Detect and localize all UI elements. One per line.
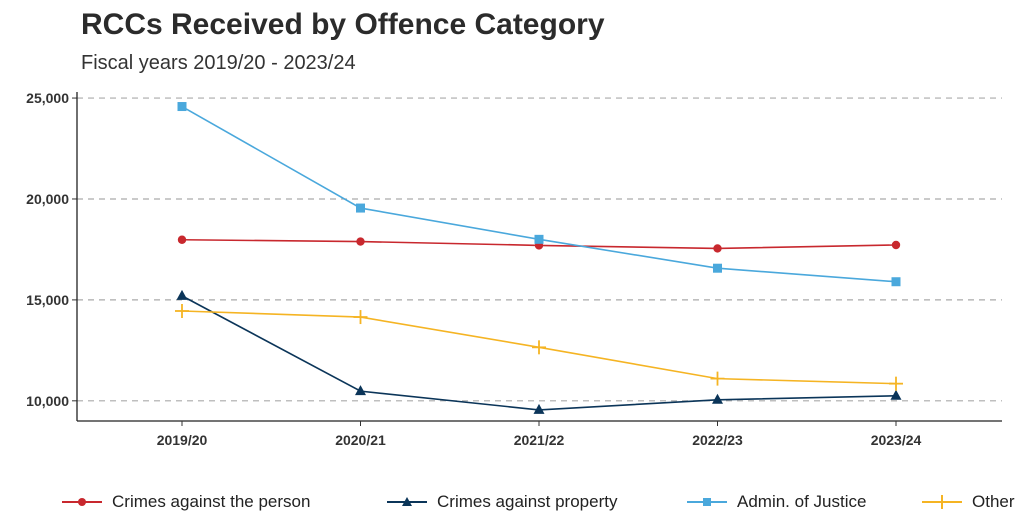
- data-point: [712, 393, 723, 404]
- data-point: [356, 237, 365, 246]
- data-point: [356, 203, 365, 213]
- data-point: [533, 403, 545, 414]
- y-tick-label: 15,000: [26, 292, 69, 308]
- legend-swatch-triangle-icon: [387, 497, 427, 506]
- data-point: [889, 376, 903, 391]
- legend-item-property: Crimes against property: [385, 488, 617, 516]
- legend-swatch-plus-icon: [922, 495, 962, 509]
- data-point: [713, 263, 722, 273]
- y-tick-label: 10,000: [26, 393, 69, 409]
- data-point: [713, 244, 722, 253]
- x-tick-label: 2022/23: [692, 432, 743, 448]
- legend-item-admin-justice: Admin. of Justice: [685, 488, 866, 516]
- legend-label: Admin. of Justice: [737, 492, 867, 511]
- legend-label: Other: [972, 492, 1015, 511]
- data-point: [891, 277, 901, 287]
- y-tick-label: 25,000: [26, 90, 69, 106]
- chart-title: RCCs Received by Offence Category: [81, 8, 605, 41]
- data-point: [177, 235, 187, 244]
- legend-label: Crimes against property: [437, 492, 618, 511]
- legend-swatch-square-icon: [687, 498, 727, 506]
- chart-subtitle: Fiscal years 2019/20 - 2023/24: [81, 52, 356, 74]
- line-chart: 10,000 15,000 20,000 25,000 2019/20 2020/21 20…: [26, 90, 1002, 448]
- data-point: [532, 340, 546, 355]
- data-point: [175, 303, 189, 318]
- x-tick-label: 2019/20: [157, 432, 208, 448]
- legend-item-person: Crimes against the person: [60, 488, 310, 516]
- legend-item-other: Other: [920, 488, 1015, 516]
- gridlines: [77, 97, 1002, 402]
- legend-label: Crimes against the person: [112, 492, 311, 511]
- legend: Crimes against the person Crimes against…: [60, 488, 1030, 516]
- data-point: [534, 234, 544, 244]
- y-tick-label: 20,000: [26, 191, 69, 207]
- data-point: [710, 371, 725, 386]
- legend-swatch-circle-icon: [62, 498, 102, 506]
- data-point: [177, 102, 187, 112]
- data-point: [353, 310, 368, 325]
- series-line: [181, 105, 897, 283]
- axes: 10,000 15,000 20,000 25,000 2019/20 2020/21 20…: [26, 90, 1002, 448]
- data-point: [355, 385, 366, 396]
- data-point: [176, 289, 188, 300]
- x-tick-label: 2020/21: [335, 432, 386, 448]
- series-lines: [175, 102, 903, 414]
- data-point: [891, 240, 901, 250]
- data-point: [890, 389, 902, 400]
- x-tick-label: 2023/24: [871, 432, 922, 448]
- x-tick-label: 2021/22: [514, 432, 565, 448]
